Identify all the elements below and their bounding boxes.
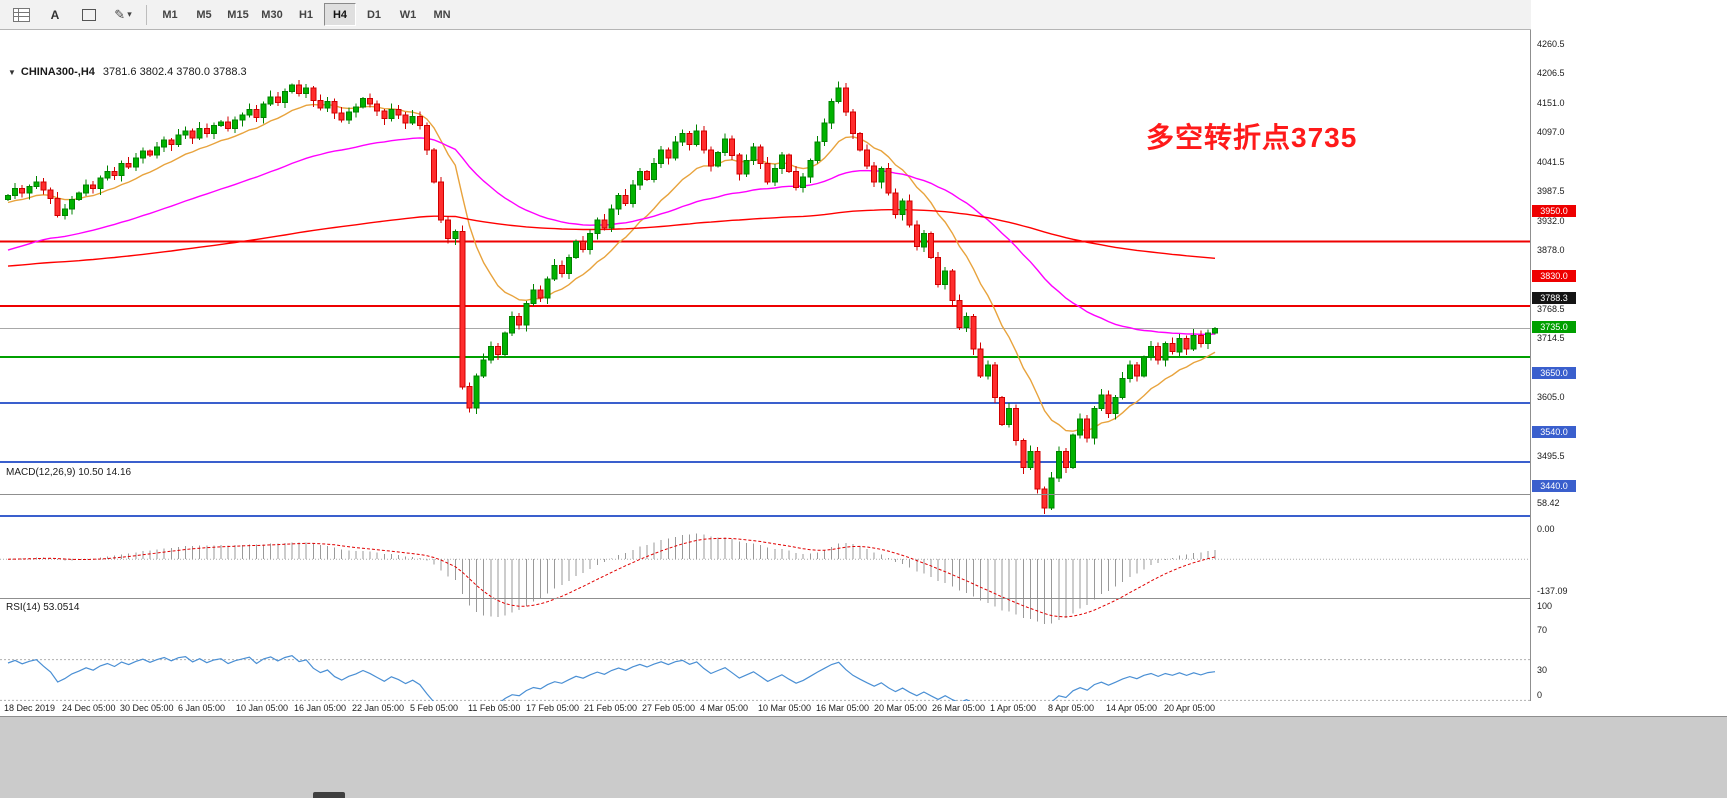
time-label: 4 Mar 05:00 (700, 703, 749, 713)
timeframe-button-h4[interactable]: H4 (324, 3, 356, 26)
price-tick: 3605.0 (1537, 392, 1565, 402)
chart-grid-icon (12, 7, 30, 22)
timeframe-button-h1[interactable]: H1 (290, 3, 322, 26)
ohlc-values: 3781.6 3802.4 3780.0 3788.3 (102, 66, 247, 78)
time-label: 11 Feb 05:00 (468, 703, 521, 713)
time-label: 10 Mar 05:00 (758, 703, 812, 713)
pencil-icon: ✎ (114, 7, 126, 22)
price-axis: 4260.5 4206.5 4151.0 4097.0 4041.5 3987.5 3932… (1531, 0, 1727, 716)
time-label: 5 Feb 05:00 (410, 703, 459, 713)
dropdown-caret-icon: ▾ (127, 9, 132, 19)
price-tick: -137.09 (1537, 586, 1568, 596)
timeframe-button-w1[interactable]: W1 (392, 3, 424, 26)
price-axis-border (1530, 30, 1531, 701)
time-label: 22 Jan 05:00 (352, 703, 405, 713)
time-label: 18 Dec 2019 (4, 703, 56, 713)
time-label: 14 Apr 05:00 (1106, 703, 1158, 713)
timeframe-button-m5[interactable]: M5 (188, 3, 220, 26)
draw-tool-button[interactable]: ✎ ▾ (107, 3, 139, 27)
chart-title: ▼ CHINA300-,H4 3781.6 3802.4 3780.0 3788.3 (8, 66, 247, 78)
time-label: 16 Mar 05:00 (816, 703, 870, 713)
time-label: 26 Mar 05:00 (932, 703, 986, 713)
price-tick: 70 (1537, 625, 1548, 635)
price-tick: 4151.0 (1537, 98, 1565, 108)
time-label: 10 Jan 05:00 (236, 703, 289, 713)
candles-group[interactable] (5, 79, 1218, 514)
shape-tool-button[interactable] (73, 3, 105, 27)
macd-panel-separator[interactable] (0, 494, 1727, 495)
time-label: 24 Dec 05:00 (62, 703, 116, 713)
price-tick: 100 (1537, 601, 1553, 611)
price-tag-3735.0: 3735.0 (1532, 321, 1576, 333)
macd-panel-svg[interactable] (0, 525, 1530, 628)
price-tick: 4041.5 (1537, 157, 1565, 167)
macd-signal-line (7, 537, 1216, 618)
price-tick: 58.42 (1537, 498, 1560, 508)
price-tag-3540.0: 3540.0 (1532, 426, 1576, 438)
rsi-panel-separator[interactable] (0, 598, 1727, 599)
price-tag-3788.3: 3788.3 (1532, 292, 1576, 304)
time-label: 6 Jan 05:00 (178, 703, 226, 713)
macd-indicator-label: MACD(12,26,9) 10.50 14.16 (6, 467, 132, 478)
price-tick: 0.00 (1537, 524, 1555, 534)
price-tick: 3768.5 (1537, 304, 1565, 314)
price-tick: 30 (1537, 665, 1548, 675)
time-label: 8 Apr 05:00 (1048, 703, 1095, 713)
time-label: 21 Feb 05:00 (584, 703, 638, 713)
time-label: 27 Feb 05:00 (642, 703, 696, 713)
time-label: 30 Dec 05:00 (120, 703, 174, 713)
price-tick: 3495.5 (1537, 451, 1565, 461)
rsi-indicator-label: RSI(14) 53.0514 (6, 602, 80, 613)
symbol-label: CHINA300-,H4 (20, 66, 95, 78)
ma-fast-line[interactable] (7, 103, 1216, 432)
time-axis: 18 Dec 2019 24 Dec 05:00 30 Dec 05:00 6 Jan… (0, 701, 1727, 717)
price-tick: 0 (1537, 690, 1543, 700)
price-tag-3440.0: 3440.0 (1532, 480, 1576, 492)
time-label: 17 Feb 05:00 (526, 703, 580, 713)
chart-grid-button[interactable] (5, 3, 37, 27)
timeframe-button-m15[interactable]: M15 (222, 3, 254, 26)
price-tag-3830.0: 3830.0 (1532, 270, 1576, 282)
price-tick: 3987.5 (1537, 186, 1565, 196)
price-tick: 4260.5 (1537, 39, 1565, 49)
time-label: 20 Apr 05:00 (1164, 703, 1216, 713)
time-label: 1 Apr 05:00 (990, 703, 1037, 713)
timeframe-button-m30[interactable]: M30 (256, 3, 288, 26)
price-tick: 3932.0 (1537, 216, 1565, 226)
time-label: 16 Jan 05:00 (294, 703, 347, 713)
workspace-background (0, 717, 1727, 798)
timeframe-button-mn[interactable]: MN (426, 3, 458, 26)
macd-histogram (14, 533, 1216, 625)
text-tool-label: A (50, 7, 60, 22)
time-label: 20 Mar 05:00 (874, 703, 928, 713)
text-tool-button[interactable]: A (39, 3, 71, 27)
bottom-partial-tab[interactable] (313, 792, 345, 798)
collapse-icon[interactable]: ▼ (8, 68, 16, 77)
price-tick: 3878.0 (1537, 245, 1565, 255)
price-tick: 4206.5 (1537, 68, 1565, 78)
annotation-text[interactable]: 多空转折点3735 (1146, 122, 1358, 153)
main-chart-svg[interactable] (0, 61, 1530, 524)
timeframe-button-m1[interactable]: M1 (154, 3, 186, 26)
timeframe-group: M1 M5 M15 M30 H1 H4 D1 W1 MN (153, 3, 459, 26)
toolbar: A ✎ ▾ M1 M5 M15 M30 H1 H4 D1 W1 MN (0, 0, 1727, 30)
chart-window: ▼ CHINA300-,H4 3781.6 3802.4 3780.0 3788.3… (0, 30, 1727, 721)
price-tag-3650.0: 3650.0 (1532, 367, 1576, 379)
timeframe-button-d1[interactable]: D1 (358, 3, 390, 26)
toolbar-separator (146, 4, 147, 25)
ma-mid-line[interactable] (7, 137, 1216, 335)
price-tick: 3714.5 (1537, 333, 1565, 343)
price-tag-3950.0: 3950.0 (1532, 205, 1576, 217)
shape-tool-icon (82, 8, 96, 21)
price-tick: 4097.0 (1537, 127, 1565, 137)
